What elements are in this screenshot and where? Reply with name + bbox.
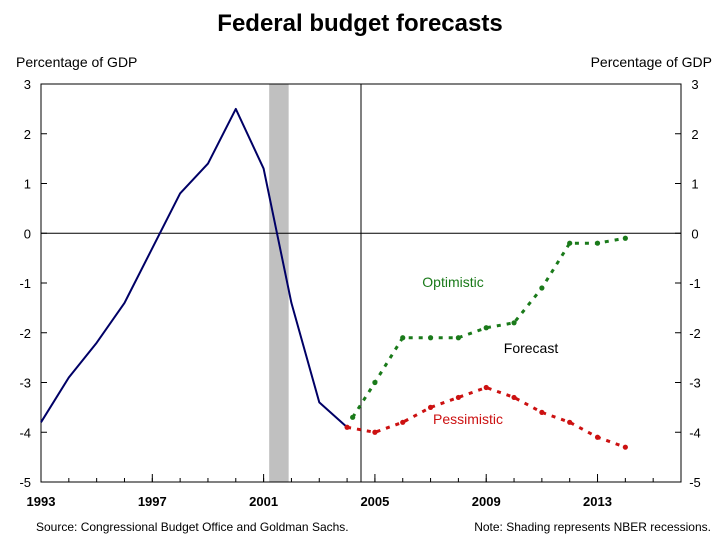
y-tick-label-left: 2 <box>24 127 31 142</box>
x-tick-label: 1997 <box>138 494 167 509</box>
data-point-optimistic <box>350 414 356 420</box>
data-point-optimistic <box>539 285 545 291</box>
data-point-optimistic <box>455 335 461 341</box>
data-point-pessimistic <box>539 409 545 415</box>
data-point-pessimistic <box>622 444 628 450</box>
data-point-pessimistic <box>483 384 489 391</box>
data-point-pessimistic <box>455 394 461 401</box>
x-tick-label: 1993 <box>27 494 56 509</box>
y-tick-label-left: -4 <box>19 425 31 440</box>
y-tick-label-right: -3 <box>689 376 701 391</box>
data-point-optimistic <box>400 335 406 341</box>
shading-note: Note: Shading represents NBER recessions… <box>474 520 711 534</box>
x-tick-label: 2013 <box>583 494 612 509</box>
data-point-optimistic <box>567 240 573 246</box>
y-axis-label-right: Percentage of GDP <box>591 54 712 70</box>
y-tick-label-right: 3 <box>691 77 698 92</box>
x-tick-label: 2001 <box>249 494 278 509</box>
series-line-actual <box>40 107 348 429</box>
y-tick-label-right: -2 <box>689 326 701 341</box>
y-tick-label-right: -4 <box>689 425 701 440</box>
y-tick-label-right: -5 <box>689 475 701 490</box>
chart-title: Federal budget forecasts <box>217 10 502 37</box>
y-axis-label-left: Percentage of GDP <box>16 54 137 70</box>
data-point-optimistic <box>511 320 517 326</box>
data-point-optimistic <box>594 240 601 246</box>
y-tick-label-left: -1 <box>19 276 31 291</box>
data-point-optimistic <box>622 235 628 241</box>
data-point-optimistic <box>483 325 489 331</box>
y-tick-label-left: 3 <box>24 77 31 92</box>
data-point-pessimistic <box>427 404 434 410</box>
y-tick-label-left: 1 <box>24 177 31 192</box>
x-tick-label: 2005 <box>360 494 389 509</box>
annotation-optimistic: Optimistic <box>422 274 483 290</box>
data-point-pessimistic <box>400 419 406 425</box>
y-tick-label-left: -5 <box>19 475 31 490</box>
annotation-forecast: Forecast <box>504 340 559 356</box>
data-point-pessimistic <box>511 394 517 401</box>
source-note: Source: Congressional Budget Office and … <box>36 520 349 534</box>
y-tick-label-right: -1 <box>689 276 701 291</box>
data-point-pessimistic <box>372 429 378 435</box>
plot-area: 3 3 2 2 1 1 0 0 -1 -1 -2 -2 -3 -3 -4 -4 -5 -5 1993 1997 2001… <box>19 77 700 509</box>
y-tick-label-left: -2 <box>19 326 31 341</box>
data-point-optimistic <box>372 379 378 386</box>
x-tick-label: 2009 <box>472 494 501 509</box>
y-tick-label-right: 2 <box>691 127 698 142</box>
y-tick-label-right: 0 <box>691 226 698 241</box>
data-point-pessimistic <box>567 419 573 425</box>
series-line-optimistic <box>351 236 626 419</box>
recession-shading <box>269 84 289 482</box>
data-point-pessimistic <box>594 434 601 440</box>
y-tick-label-left: 0 <box>24 226 31 241</box>
data-point-pessimistic <box>344 424 350 430</box>
y-tick-label-right: 1 <box>691 177 698 192</box>
y-tick-label-left: -3 <box>19 376 31 391</box>
annotation-pessimistic: Pessimistic <box>433 411 503 427</box>
data-point-optimistic <box>427 335 434 341</box>
